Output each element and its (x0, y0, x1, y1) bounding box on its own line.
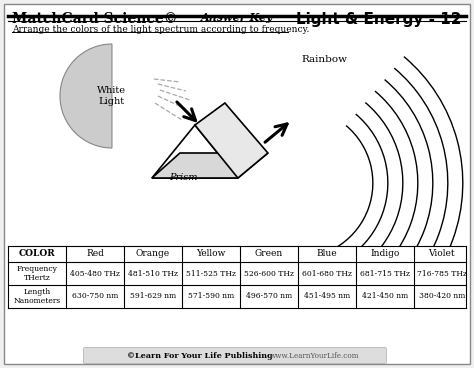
Text: Yellow: Yellow (196, 250, 226, 258)
Text: White
Light: White Light (98, 86, 127, 106)
Text: Frequency
THertz: Frequency THertz (17, 265, 57, 282)
Text: Arrange the colors of the light spectrum according to frequency.: Arrange the colors of the light spectrum… (12, 25, 310, 34)
Text: 451-495 nm: 451-495 nm (304, 293, 350, 301)
Text: 601-680 THz: 601-680 THz (302, 269, 352, 277)
FancyBboxPatch shape (8, 246, 466, 348)
Text: Violet: Violet (428, 250, 455, 258)
Text: Length
Nanometers: Length Nanometers (13, 288, 61, 305)
Text: www.LearnYourLife.com: www.LearnYourLife.com (270, 351, 360, 360)
FancyBboxPatch shape (83, 347, 386, 364)
Polygon shape (195, 103, 268, 178)
Text: Prism: Prism (169, 173, 197, 182)
Text: 481-510 THz: 481-510 THz (128, 269, 178, 277)
Text: 421-450 nm: 421-450 nm (362, 293, 408, 301)
Text: Red: Red (86, 250, 104, 258)
Text: 681-715 THz: 681-715 THz (360, 269, 410, 277)
Text: COLOR: COLOR (18, 250, 55, 258)
Text: 591-629 nm: 591-629 nm (130, 293, 176, 301)
Text: 630-750 nm: 630-750 nm (72, 293, 118, 301)
Wedge shape (60, 44, 112, 148)
Text: Light & Energy - 12: Light & Energy - 12 (296, 12, 462, 27)
FancyBboxPatch shape (4, 4, 470, 364)
Text: Blue: Blue (317, 250, 337, 258)
Text: Indigo: Indigo (370, 250, 400, 258)
Text: MatchCard Science©: MatchCard Science© (12, 12, 177, 26)
Text: 571-590 nm: 571-590 nm (188, 293, 234, 301)
Polygon shape (152, 153, 268, 178)
Text: 496-570 nm: 496-570 nm (246, 293, 292, 301)
Text: Rainbow: Rainbow (302, 55, 348, 64)
Text: Orange: Orange (136, 250, 170, 258)
Text: Green: Green (255, 250, 283, 258)
Text: 380-420 nm: 380-420 nm (419, 293, 465, 301)
Text: ©Learn For Your Life Publishing: ©Learn For Your Life Publishing (127, 351, 273, 360)
Text: Answer Key: Answer Key (201, 12, 273, 23)
Text: 405-480 THz: 405-480 THz (70, 269, 120, 277)
Text: 716-785 THz: 716-785 THz (417, 269, 467, 277)
Polygon shape (152, 125, 238, 178)
Text: 526-600 THz: 526-600 THz (244, 269, 294, 277)
Text: 511-525 THz: 511-525 THz (186, 269, 236, 277)
